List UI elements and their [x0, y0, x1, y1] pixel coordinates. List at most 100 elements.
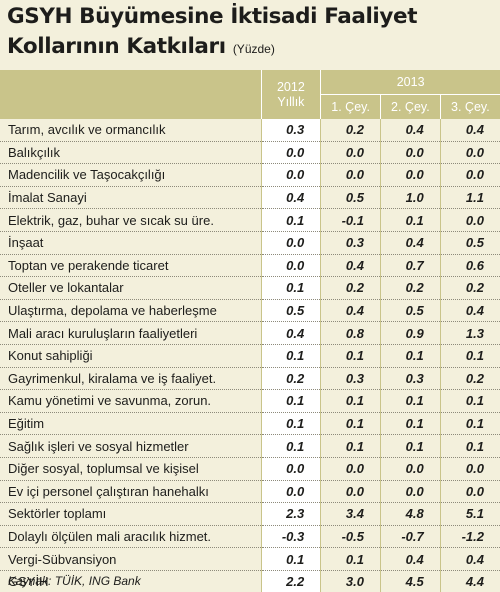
- table-row: Elektrik, gaz, buhar ve sıcak su üre. 0.1…: [0, 208, 500, 232]
- value-2012: 0.4: [260, 321, 321, 345]
- header-2013: 2013: [320, 70, 500, 95]
- value-2013-q2: 0.0: [380, 480, 441, 504]
- source-note: Kaynak: TÜİK, ING Bank: [8, 574, 141, 588]
- value-2013-q2: 4.5: [380, 570, 441, 592]
- value-2012: 0.1: [260, 344, 321, 368]
- value-2012: 0.1: [260, 547, 321, 571]
- row-label: Gayrimenkul, kiralama ve iş faaliyet.: [0, 367, 261, 391]
- value-2013-q2: 0.3: [380, 367, 441, 391]
- table-row: İmalat Sanayi 0.4 0.5 1.0 1.1: [0, 186, 500, 210]
- value-2012: 0.1: [260, 434, 321, 458]
- value-2013-q2: 0.4: [380, 547, 441, 571]
- row-label: GSYİH: [8, 574, 49, 590]
- value-2013-q3: 0.5: [439, 231, 500, 255]
- value-2013-q2: 0.0: [380, 163, 441, 187]
- value-2012: 0.1: [260, 389, 321, 413]
- value-2013-q1: 3.0: [320, 570, 381, 592]
- value-2013-q3: 0.4: [439, 119, 500, 142]
- value-2013-q2: 0.5: [380, 299, 441, 323]
- value-2013-q3: 0.0: [439, 163, 500, 187]
- value-2013-q1: 0.2: [320, 276, 381, 300]
- table-row: Kamu yönetimi ve savunma, zorun. 0.1 0.1 0.…: [0, 389, 500, 413]
- value-2012: 0.3: [260, 119, 321, 142]
- row-label: Konut sahipliği: [0, 344, 261, 368]
- table-row: Mali aracı kuruluşların faaliyetleri 0.4 0…: [0, 321, 500, 345]
- value-2013-q1: 0.3: [320, 367, 381, 391]
- value-2013-q1: -0.1: [320, 208, 381, 232]
- row-label: Oteller ve lokantalar: [0, 276, 261, 300]
- table-row: Sağlık işleri ve sosyal hizmetler 0.1 0.1 0…: [0, 434, 500, 458]
- value-2013-q2: 0.0: [380, 141, 441, 165]
- row-label: Kamu yönetimi ve savunma, zorun.: [0, 389, 261, 413]
- row-label: Mali aracı kuruluşların faaliyetleri: [0, 321, 261, 345]
- header-q3: 3. Çey.: [439, 94, 500, 119]
- value-2013-q1: 0.0: [320, 480, 381, 504]
- value-2013-q2: 0.1: [380, 412, 441, 436]
- row-label: Vergi-Sübvansiyon: [0, 547, 261, 571]
- value-2012: 0.1: [260, 208, 321, 232]
- value-2013-q3: 4.4: [439, 570, 500, 592]
- value-2013-q2: 0.4: [380, 119, 441, 142]
- value-2013-q1: 0.0: [320, 163, 381, 187]
- value-2013-q2: 1.0: [380, 186, 441, 210]
- contributions-table: 2012 Yıllık 2013 1. Çey. 2. Çey. 3. Çey.…: [0, 70, 500, 592]
- value-2013-q2: 0.2: [380, 276, 441, 300]
- value-2013-q1: 0.1: [320, 389, 381, 413]
- value-2012: 0.0: [260, 254, 321, 278]
- value-2013-q2: 0.0: [380, 457, 441, 481]
- value-2013-q3: 1.1: [439, 186, 500, 210]
- value-2013-q2: 0.1: [380, 389, 441, 413]
- value-2013-q2: 0.4: [380, 231, 441, 255]
- value-2013-q1: 0.4: [320, 254, 381, 278]
- row-label: Elektrik, gaz, buhar ve sıcak su üre.: [0, 208, 261, 232]
- value-2012: 0.4: [260, 186, 321, 210]
- value-2013-q2: -0.7: [380, 525, 441, 549]
- value-2013-q1: 0.5: [320, 186, 381, 210]
- value-2013-q3: 0.0: [439, 457, 500, 481]
- value-2013-q1: 0.2: [320, 119, 381, 142]
- header-q2: 2. Çey.: [380, 94, 441, 119]
- value-2013-q1: 3.4: [320, 502, 381, 526]
- value-2013-q3: 0.4: [439, 547, 500, 571]
- value-2013-q3: 5.1: [439, 502, 500, 526]
- title-unit: (Yüzde): [232, 42, 275, 56]
- value-2012: 0.0: [260, 480, 321, 504]
- row-label: Sektörler toplamı: [0, 502, 261, 526]
- value-2013-q1: 0.0: [320, 141, 381, 165]
- row-label: Toptan ve perakende ticaret: [0, 254, 261, 278]
- value-2013-q2: 4.8: [380, 502, 441, 526]
- table-row: Balıkçılık 0.0 0.0 0.0 0.0: [0, 141, 500, 165]
- value-2013-q3: 0.2: [439, 276, 500, 300]
- header-2012: 2012 Yıllık: [260, 70, 322, 119]
- title-line-2: Kollarının Katkıları (Yüzde): [7, 32, 497, 64]
- value-2012: 0.0: [260, 457, 321, 481]
- value-2013-q1: 0.1: [320, 344, 381, 368]
- value-2012: 0.0: [260, 231, 321, 255]
- row-label: Eğitim: [0, 412, 261, 436]
- value-2013-q3: 0.0: [439, 208, 500, 232]
- value-2013-q3: 0.0: [439, 480, 500, 504]
- table-row: Madencilik ve Taşocakçılığı 0.0 0.0 0.0 0.0: [0, 163, 500, 187]
- table-row: Oteller ve lokantalar 0.1 0.2 0.2 0.2: [0, 276, 500, 300]
- table-row: Diğer sosyal, toplumsal ve kişisel 0.0 0.0…: [0, 457, 500, 481]
- value-2013-q3: 0.1: [439, 344, 500, 368]
- row-label: Dolaylı ölçülen mali aracılık hizmet.: [0, 525, 261, 549]
- table-row: Konut sahipliği 0.1 0.1 0.1 0.1: [0, 344, 500, 368]
- value-2012: 0.1: [260, 412, 321, 436]
- value-2013-q3: 1.3: [439, 321, 500, 345]
- value-2013-q2: 0.9: [380, 321, 441, 345]
- table-row: Ev içi personel çalıştıran hanehalkı 0.0 0…: [0, 480, 500, 504]
- value-2013-q2: 0.7: [380, 254, 441, 278]
- value-2013-q1: 0.1: [320, 547, 381, 571]
- table-row: Vergi-Sübvansiyon 0.1 0.1 0.4 0.4: [0, 547, 500, 571]
- value-2013-q1: 0.1: [320, 434, 381, 458]
- table-row: Dolaylı ölçülen mali aracılık hizmet. -0.…: [0, 525, 500, 549]
- row-label: İmalat Sanayi: [0, 186, 261, 210]
- table-row: Sektörler toplamı 2.3 3.4 4.8 5.1: [0, 502, 500, 526]
- value-2013-q2: 0.1: [380, 208, 441, 232]
- table-row: İnşaat 0.0 0.3 0.4 0.5: [0, 231, 500, 255]
- value-2012: 2.3: [260, 502, 321, 526]
- table-body: Tarım, avcılık ve ormancılık 0.3 0.2 0.4 0.4…: [0, 119, 500, 592]
- row-label: Ulaştırma, depolama ve haberleşme: [0, 299, 261, 323]
- value-2013-q3: 0.1: [439, 412, 500, 436]
